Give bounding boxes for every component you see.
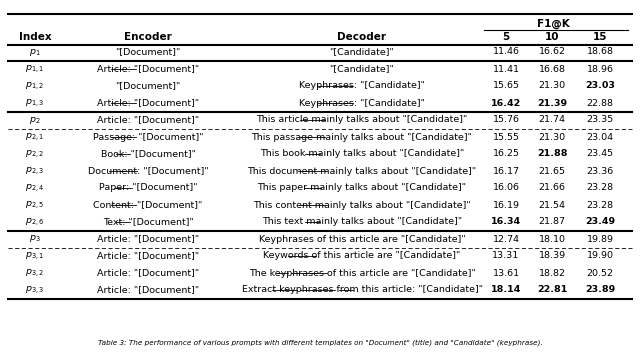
Text: $p_{2,2}$: $p_{2,2}$ bbox=[26, 148, 45, 160]
Text: Article: "[Document]": Article: "[Document]" bbox=[97, 269, 199, 277]
Text: "[Candidate]": "[Candidate]" bbox=[330, 64, 394, 74]
Text: 21.30: 21.30 bbox=[538, 82, 566, 90]
Text: This paper mainly talks about "[Candidate]": This paper mainly talks about "[Candidat… bbox=[257, 183, 467, 193]
Text: This text mainly talks about "[Candidate]": This text mainly talks about "[Candidate… bbox=[262, 218, 462, 226]
Text: $p_{3,1}$: $p_{3,1}$ bbox=[26, 250, 45, 262]
Text: This article mainly talks about "[Candidate]": This article mainly talks about "[Candid… bbox=[257, 115, 468, 125]
Text: 21.65: 21.65 bbox=[538, 166, 566, 176]
Text: 21.87: 21.87 bbox=[538, 218, 566, 226]
Text: $p_{1,1}$: $p_{1,1}$ bbox=[26, 63, 45, 75]
Text: 11.41: 11.41 bbox=[493, 64, 520, 74]
Text: 23.45: 23.45 bbox=[586, 150, 614, 158]
Text: $p_{3,3}$: $p_{3,3}$ bbox=[26, 284, 45, 296]
Text: Extract keyphrases from this article: "[Candidate]": Extract keyphrases from this article: "[… bbox=[241, 285, 483, 295]
Text: This content mainly talks about "[Candidate]": This content mainly talks about "[Candid… bbox=[253, 201, 471, 209]
Text: Article: "[Document]": Article: "[Document]" bbox=[97, 234, 199, 244]
Text: This passage mainly talks about "[Candidate]": This passage mainly talks about "[Candid… bbox=[252, 132, 472, 142]
Text: Index: Index bbox=[19, 32, 51, 42]
Text: This document mainly talks about "[Candidate]": This document mainly talks about "[Candi… bbox=[248, 166, 477, 176]
Text: $p_2$: $p_2$ bbox=[29, 114, 41, 126]
Text: 16.62: 16.62 bbox=[538, 48, 566, 57]
Text: Text: "[Document]": Text: "[Document]" bbox=[102, 218, 193, 226]
Text: $p_{2,6}$: $p_{2,6}$ bbox=[25, 216, 45, 228]
Text: 16.34: 16.34 bbox=[491, 218, 521, 226]
Text: Encoder: Encoder bbox=[124, 32, 172, 42]
Text: 13.61: 13.61 bbox=[492, 269, 520, 277]
Text: 11.46: 11.46 bbox=[493, 48, 520, 57]
Text: 20.52: 20.52 bbox=[586, 269, 614, 277]
Text: 21.30: 21.30 bbox=[538, 132, 566, 142]
Text: Book: "[Document]": Book: "[Document]" bbox=[100, 150, 195, 158]
Text: 18.39: 18.39 bbox=[538, 251, 566, 260]
Text: Article: "[Document]": Article: "[Document]" bbox=[97, 115, 199, 125]
Text: $p_{2,1}$: $p_{2,1}$ bbox=[26, 131, 45, 143]
Text: 18.10: 18.10 bbox=[538, 234, 566, 244]
Text: 22.81: 22.81 bbox=[537, 285, 567, 295]
Text: Article: "[Document]": Article: "[Document]" bbox=[97, 64, 199, 74]
Text: 19.90: 19.90 bbox=[586, 251, 614, 260]
Text: $p_{1,2}$: $p_{1,2}$ bbox=[26, 80, 45, 92]
Text: 19.89: 19.89 bbox=[586, 234, 614, 244]
Text: The keyphrases of this article are "[Candidate]": The keyphrases of this article are "[Can… bbox=[248, 269, 476, 277]
Text: 21.54: 21.54 bbox=[538, 201, 566, 209]
Text: 10: 10 bbox=[545, 32, 559, 42]
Text: 16.06: 16.06 bbox=[493, 183, 520, 193]
Text: 23.89: 23.89 bbox=[585, 285, 615, 295]
Text: 12.74: 12.74 bbox=[493, 234, 520, 244]
Text: 16.68: 16.68 bbox=[538, 64, 566, 74]
Text: 15: 15 bbox=[593, 32, 607, 42]
Text: Keyphrases: "[Candidate]": Keyphrases: "[Candidate]" bbox=[299, 82, 425, 90]
Text: 13.31: 13.31 bbox=[492, 251, 520, 260]
Text: $p_{2,5}$: $p_{2,5}$ bbox=[26, 199, 45, 211]
Text: 15.76: 15.76 bbox=[493, 115, 520, 125]
Text: 22.88: 22.88 bbox=[586, 99, 614, 107]
Text: $p_1$: $p_1$ bbox=[29, 46, 41, 57]
Text: 18.14: 18.14 bbox=[491, 285, 521, 295]
Text: 23.49: 23.49 bbox=[585, 218, 615, 226]
Text: 21.88: 21.88 bbox=[537, 150, 567, 158]
Text: "[Candidate]": "[Candidate]" bbox=[330, 48, 394, 57]
Text: F1@K: F1@K bbox=[536, 19, 570, 29]
Text: $p_{3,2}$: $p_{3,2}$ bbox=[26, 267, 45, 279]
Text: 23.28: 23.28 bbox=[586, 183, 614, 193]
Text: Article: "[Document]": Article: "[Document]" bbox=[97, 99, 199, 107]
Text: 23.36: 23.36 bbox=[586, 166, 614, 176]
Text: 23.04: 23.04 bbox=[586, 132, 614, 142]
Text: This book mainly talks about "[Candidate]": This book mainly talks about "[Candidate… bbox=[260, 150, 464, 158]
Text: 18.82: 18.82 bbox=[538, 269, 566, 277]
Text: Document: "[Document]": Document: "[Document]" bbox=[88, 166, 208, 176]
Text: Keywords of this article are "[Candidate]": Keywords of this article are "[Candidate… bbox=[264, 251, 461, 260]
Text: $p_{2,4}$: $p_{2,4}$ bbox=[25, 182, 45, 194]
Text: 18.96: 18.96 bbox=[586, 64, 614, 74]
Text: Paper: "[Document]": Paper: "[Document]" bbox=[99, 183, 197, 193]
Text: "[Document]": "[Document]" bbox=[115, 82, 180, 90]
Text: 23.35: 23.35 bbox=[586, 115, 614, 125]
Text: $p_{1,3}$: $p_{1,3}$ bbox=[26, 97, 45, 109]
Text: 23.03: 23.03 bbox=[585, 82, 615, 90]
Text: Article: "[Document]": Article: "[Document]" bbox=[97, 251, 199, 260]
Text: Decoder: Decoder bbox=[337, 32, 387, 42]
Text: Keyphrases: "[Candidate]": Keyphrases: "[Candidate]" bbox=[299, 99, 425, 107]
Text: 5: 5 bbox=[502, 32, 509, 42]
Text: 15.65: 15.65 bbox=[493, 82, 520, 90]
Text: 16.42: 16.42 bbox=[491, 99, 521, 107]
Text: 16.25: 16.25 bbox=[493, 150, 520, 158]
Text: 15.55: 15.55 bbox=[493, 132, 520, 142]
Text: Article: "[Document]": Article: "[Document]" bbox=[97, 285, 199, 295]
Text: $p_{2,3}$: $p_{2,3}$ bbox=[26, 165, 45, 177]
Text: 21.74: 21.74 bbox=[538, 115, 566, 125]
Text: 16.17: 16.17 bbox=[493, 166, 520, 176]
Text: "[Document]": "[Document]" bbox=[115, 48, 180, 57]
Text: 23.28: 23.28 bbox=[586, 201, 614, 209]
Text: 21.66: 21.66 bbox=[538, 183, 566, 193]
Text: Keyphrases of this article are "[Candidate]": Keyphrases of this article are "[Candida… bbox=[259, 234, 465, 244]
Text: Passage: "[Document]": Passage: "[Document]" bbox=[93, 132, 204, 142]
Text: $p_3$: $p_3$ bbox=[29, 233, 41, 245]
Text: 18.68: 18.68 bbox=[586, 48, 614, 57]
Text: Content: "[Document]": Content: "[Document]" bbox=[93, 201, 203, 209]
Text: 21.39: 21.39 bbox=[537, 99, 567, 107]
Text: 16.19: 16.19 bbox=[493, 201, 520, 209]
Text: Table 3: The performance of various prompts with different templates on "Documen: Table 3: The performance of various prom… bbox=[98, 340, 542, 346]
